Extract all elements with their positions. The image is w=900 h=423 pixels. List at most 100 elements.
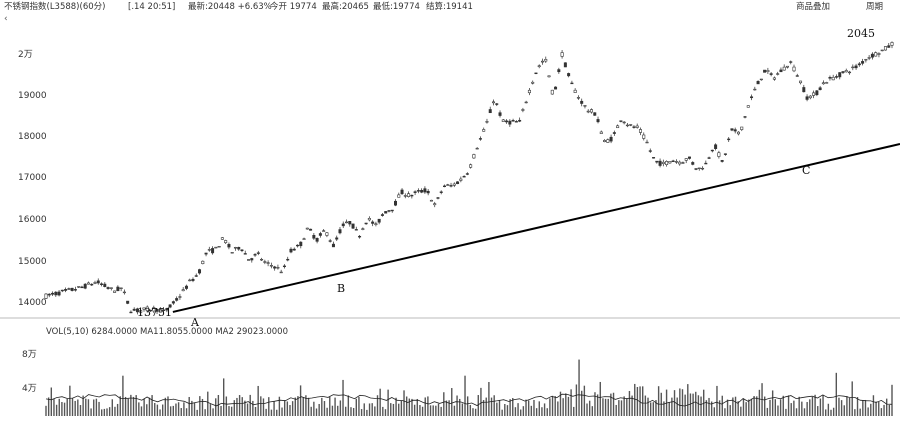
candle-body [472, 154, 476, 159]
candle-body [152, 307, 156, 312]
candle-body [766, 70, 770, 73]
candle-body [207, 249, 211, 251]
candle-body [103, 283, 107, 287]
candle-body [511, 120, 515, 122]
candle-body [743, 116, 747, 118]
candle-body [740, 126, 744, 130]
candle-body [188, 279, 192, 282]
candle-body [802, 87, 806, 93]
candle-body [263, 261, 267, 263]
candle-body [880, 49, 884, 52]
candle-body [759, 78, 763, 81]
candle-body [821, 82, 825, 85]
candle-body [426, 190, 430, 194]
candle-body [730, 128, 734, 131]
candle-body [70, 287, 74, 291]
candle-body [273, 266, 277, 269]
candle-body [282, 265, 286, 268]
candle-body [390, 209, 394, 212]
candle-body [456, 181, 460, 185]
candle-body [841, 71, 845, 73]
candle-body [64, 289, 68, 291]
candle-body [857, 63, 861, 66]
candle-body [126, 300, 130, 304]
candle-body [439, 191, 443, 193]
candle-body [400, 189, 404, 195]
candle-body [485, 121, 489, 123]
candle-body [403, 195, 407, 197]
price-axis-label: 14000 [18, 298, 47, 308]
candle-body [642, 134, 646, 139]
candle-body [616, 125, 620, 129]
candle-body [707, 157, 711, 159]
candle-body [645, 141, 649, 144]
candle-body [354, 229, 358, 231]
candle-body [527, 89, 531, 94]
candle-body [51, 292, 55, 295]
candle-body [211, 248, 215, 254]
candle-body [338, 229, 342, 234]
candle-body [86, 282, 90, 285]
candle-body [799, 80, 803, 84]
high-price: 最高:20465 [322, 2, 369, 12]
candle-body [560, 52, 564, 57]
candle-body [537, 65, 541, 68]
candle-body [534, 72, 538, 75]
point-b-label: B [337, 282, 345, 295]
candle-body [570, 82, 574, 85]
candle-body [756, 81, 760, 85]
price-axis-label: 18000 [18, 132, 47, 142]
candle-body [315, 238, 319, 242]
candle-body [596, 119, 600, 123]
candle-body [805, 96, 809, 100]
period-button[interactable]: 周期 [866, 2, 884, 12]
candle-body [808, 95, 812, 99]
candle-body [109, 287, 113, 289]
candle-body [93, 282, 97, 284]
candle-body [57, 291, 61, 296]
candle-body [129, 311, 133, 314]
candle-body [567, 73, 571, 77]
candle-body [96, 280, 100, 284]
candle-body [256, 252, 260, 254]
candle-body [704, 162, 708, 165]
candle-body [181, 289, 185, 292]
candle-body [753, 88, 757, 91]
candle-body [162, 309, 166, 311]
candle-body [491, 101, 495, 104]
candle-body [887, 45, 891, 48]
back-icon[interactable]: ‹ [4, 14, 8, 24]
candle-body [73, 289, 77, 291]
candle-body [678, 161, 682, 165]
candle-body [377, 218, 381, 223]
candle-body [603, 140, 607, 143]
candle-body [83, 283, 87, 289]
candle-body [266, 262, 270, 264]
candle-body [276, 267, 280, 269]
candle-body [870, 53, 874, 58]
candle-body [576, 97, 580, 99]
chart-header: 不锈钢指数(L3588)(60分) [.14 20:51] 最新:20448 +… [0, 0, 900, 14]
candle-body [423, 188, 427, 193]
candle-body [864, 59, 868, 61]
settle-price: 结算:19141 [426, 2, 473, 12]
candle-body [296, 244, 300, 247]
overlay-button[interactable]: 商品叠加 [796, 2, 831, 12]
candle-body [648, 150, 652, 152]
candle-body [890, 42, 894, 46]
candle-body [475, 147, 479, 150]
candle-body [714, 144, 718, 149]
volume-ma-line [45, 393, 893, 407]
point-c-label: C [802, 164, 810, 177]
candle-body [224, 240, 228, 244]
candle-body [848, 71, 852, 74]
candle-body [632, 126, 636, 128]
candle-body [540, 60, 544, 63]
candle-body [736, 131, 740, 135]
candle-body [785, 65, 789, 68]
candle-body [524, 101, 528, 104]
candle-body [420, 189, 424, 193]
candle-body [831, 76, 835, 81]
candle-body [305, 227, 309, 230]
candle-body [586, 110, 590, 113]
